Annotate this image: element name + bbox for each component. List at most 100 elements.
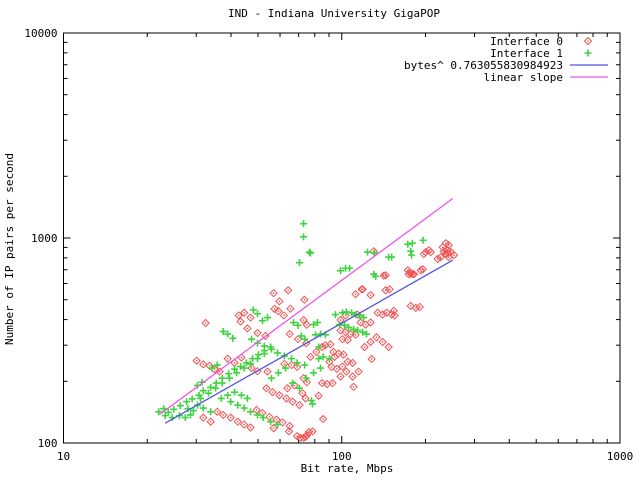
data-point-plus [195, 391, 203, 399]
data-point-dot [277, 310, 280, 312]
data-point-plus [312, 331, 320, 339]
data-point-dot [337, 352, 340, 355]
data-point-dot [351, 375, 354, 378]
data-point-plus [227, 398, 235, 406]
data-point-plus [267, 374, 275, 382]
data-point-diamond [275, 297, 284, 306]
data-point-dot [354, 293, 357, 295]
data-point-dot [236, 420, 239, 423]
data-point-diamond [199, 360, 208, 369]
data-point-dot [311, 430, 314, 433]
data-point-dot [352, 385, 355, 388]
data-point-diamond [314, 391, 323, 400]
data-point-diamond [367, 354, 376, 364]
data-point-plus [234, 401, 242, 409]
data-point-plus [584, 49, 592, 57]
data-point-dot [369, 321, 372, 324]
data-point-diamond [336, 326, 345, 335]
data-point-dot [296, 366, 298, 368]
data-point-diamond [269, 288, 278, 298]
data-point-dot [233, 362, 236, 364]
data-point-dot [282, 314, 285, 317]
data-point-plus [300, 220, 308, 228]
data-point-dot [243, 423, 245, 426]
data-point-diamond [354, 367, 363, 376]
data-point-dot [306, 434, 308, 437]
data-point-plus [348, 309, 356, 317]
axis-ticks [63, 32, 621, 444]
data-point-dot [285, 397, 288, 400]
data-point-dot [342, 353, 345, 356]
data-point-plus [372, 272, 380, 280]
data-point-plus [408, 251, 416, 259]
data-point-diamond [409, 269, 419, 279]
data-point-diamond [318, 414, 328, 424]
data-point-diamond [270, 304, 279, 314]
data-point-plus [267, 343, 275, 351]
data-point-plus [229, 334, 237, 342]
data-point-dot [326, 383, 328, 385]
data-point-dot [302, 319, 305, 321]
data-point-plus [226, 374, 234, 382]
data-point-dot [413, 273, 415, 275]
data-point-plus [219, 327, 227, 335]
data-point-plus [297, 332, 305, 340]
data-point-diamond [329, 347, 338, 357]
data-point-diamond [284, 427, 294, 436]
data-point-dot [376, 311, 379, 314]
data-point-dot [296, 435, 298, 437]
data-point-dot [324, 344, 327, 346]
data-point-plus [288, 355, 296, 363]
legend-entry: linear slope [484, 71, 608, 84]
data-point-plus [212, 379, 220, 387]
data-point-plus [274, 369, 282, 377]
data-point-diamond [234, 311, 243, 320]
data-point-dot [339, 375, 342, 378]
data-point-dot [246, 327, 249, 330]
data-point-dot [202, 363, 205, 366]
series-linear-slope [159, 197, 454, 415]
series-bytes-0-763055830984923 [164, 259, 454, 424]
data-point-diamond [312, 347, 321, 357]
data-point-diamond [285, 329, 294, 339]
data-point-dot [243, 311, 245, 314]
data-point-dot [339, 319, 342, 321]
data-point-dot [222, 414, 225, 416]
data-point-diamond [366, 337, 375, 347]
data-point-dot [447, 244, 450, 247]
data-point-dot [382, 274, 385, 277]
data-point-diamond [317, 342, 327, 352]
data-point-plus [289, 379, 297, 387]
data-point-dot [422, 268, 424, 271]
data-point-diamond [306, 352, 315, 362]
data-point-diamond [239, 420, 249, 429]
data-point-dot [361, 288, 364, 291]
data-point-plus [308, 400, 316, 408]
data-point-diamond [366, 290, 375, 300]
data-point-plus [282, 364, 290, 372]
data-point-plus [310, 369, 318, 377]
data-point-diamond [426, 247, 435, 257]
data-point-plus [242, 359, 250, 367]
data-point-diamond [262, 384, 271, 393]
data-point-dot [329, 343, 332, 346]
legend-label: linear slope [484, 71, 563, 84]
data-point-plus [317, 364, 325, 372]
data-point-plus [247, 408, 255, 416]
data-point-diamond [343, 357, 352, 366]
data-point-dot [283, 363, 286, 365]
data-point-dot [208, 365, 211, 367]
data-point-diamond [278, 418, 287, 427]
data-point-dot [370, 358, 373, 360]
data-point-plus [233, 369, 241, 377]
data-point-dot [204, 322, 207, 324]
data-point-diamond [247, 363, 256, 373]
data-point-diamond [302, 320, 312, 330]
data-point-dot [345, 370, 348, 373]
data-point-dot [255, 409, 258, 411]
data-point-plus [254, 411, 262, 419]
data-point-dot [349, 333, 352, 335]
data-point-dot [291, 400, 294, 403]
data-point-diamond [287, 360, 296, 370]
data-point-plus [408, 239, 416, 247]
